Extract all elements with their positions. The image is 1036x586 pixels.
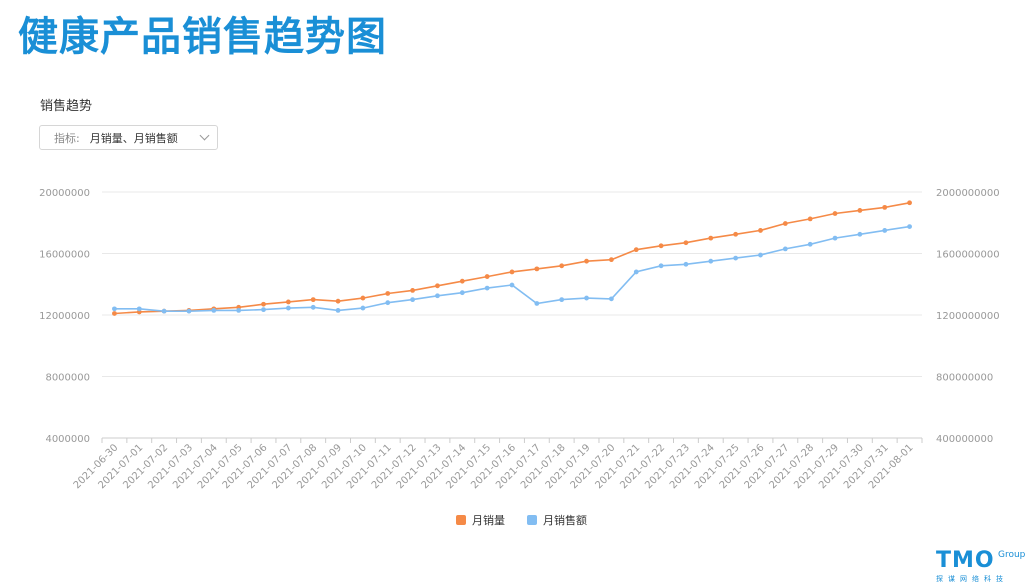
data-point-sales-volume: [633, 247, 639, 253]
data-point-sales-volume: [534, 266, 540, 272]
data-point-sales-volume: [807, 216, 813, 222]
data-point-sales-volume: [385, 291, 391, 296]
data-point-sales-volume: [608, 257, 614, 263]
sales-trend-chart: 4000000 8000000 12000000 16000000 20000000 40…: [39, 188, 1000, 491]
logo-main-text: TMO: [936, 548, 995, 573]
indicator-select[interactable]: 指标: 月销量、月销售额: [39, 125, 218, 150]
data-point-sales-volume: [112, 311, 117, 316]
data-point-sales-amount: [236, 307, 242, 313]
data-point-sales-volume: [733, 231, 739, 237]
data-point-sales-amount: [310, 304, 316, 310]
logo-group-text: Group: [998, 550, 1026, 560]
data-point-sales-amount: [608, 296, 614, 302]
y-left-tick-label: 4000000: [45, 434, 90, 445]
y-left-tick-label: 20000000: [39, 188, 90, 199]
data-point-sales-amount: [758, 252, 763, 258]
data-point-sales-volume: [758, 228, 763, 233]
data-point-sales-amount: [435, 293, 440, 299]
data-point-sales-volume: [907, 200, 912, 206]
data-point-sales-volume: [360, 295, 366, 301]
data-point-sales-volume: [584, 258, 589, 264]
data-point-sales-volume: [832, 211, 838, 216]
y-left-tick-label: 12000000: [39, 311, 90, 322]
data-point-sales-volume: [857, 208, 863, 213]
data-point-sales-amount: [385, 300, 391, 306]
y-right-tick-label: 800000000: [936, 373, 993, 384]
data-point-sales-amount: [509, 282, 515, 288]
legend-label-sales-amount: 月销售额: [543, 514, 587, 527]
data-point-sales-amount: [882, 228, 888, 233]
data-point-sales-amount: [112, 306, 117, 312]
indicator-value: 月销量、月销售额: [89, 131, 178, 145]
page-title: 健康产品销售趋势图: [18, 14, 387, 60]
data-point-sales-amount: [459, 290, 465, 296]
series-line-sales-amount: [114, 225, 910, 312]
legend-item-sales-amount[interactable]: 月销售额: [527, 512, 587, 528]
data-point-sales-amount: [161, 308, 167, 314]
series-line-sales-volume: [114, 202, 910, 315]
data-point-sales-volume: [658, 243, 664, 249]
data-point-sales-amount: [683, 261, 689, 267]
data-point-sales-volume: [882, 204, 888, 210]
data-point-sales-amount: [285, 305, 291, 311]
chart-legend: 月销量 月销售额: [456, 512, 587, 528]
data-point-sales-amount: [534, 301, 540, 306]
data-point-sales-amount: [907, 224, 912, 229]
y-right-tick-label: 1600000000: [936, 250, 1000, 261]
data-point-sales-volume: [310, 297, 316, 303]
legend-swatch-sales-volume: [456, 515, 466, 525]
data-point-sales-amount: [807, 241, 813, 247]
data-point-sales-amount: [733, 255, 739, 261]
data-point-sales-amount: [136, 306, 142, 312]
data-point-sales-amount: [708, 258, 714, 264]
legend-label-sales-volume: 月销量: [472, 514, 505, 527]
chevron-down-icon: [199, 130, 210, 141]
data-point-sales-amount: [261, 307, 266, 313]
data-point-sales-volume: [410, 288, 416, 293]
section-title: 销售趋势: [40, 99, 93, 114]
y-right-tick-label: 1200000000: [936, 311, 1000, 322]
data-point-sales-amount: [633, 269, 639, 275]
data-point-sales-amount: [360, 305, 366, 311]
data-point-sales-volume: [509, 269, 515, 275]
data-point-sales-amount: [584, 295, 589, 301]
data-point-sales-volume: [261, 301, 266, 307]
y-left-tick-label: 8000000: [45, 373, 90, 384]
legend-item-sales-volume[interactable]: 月销量: [456, 512, 505, 528]
logo-sub-text: 探谋网络科技: [936, 575, 1008, 583]
indicator-label: 指标:: [54, 131, 80, 145]
data-point-sales-amount: [484, 285, 490, 291]
data-point-sales-amount: [559, 297, 565, 303]
data-point-sales-volume: [683, 240, 689, 246]
data-point-sales-amount: [335, 307, 341, 313]
data-point-sales-amount: [211, 307, 217, 313]
y-right-tick-label: 400000000: [936, 434, 993, 445]
legend-swatch-sales-amount: [527, 515, 537, 525]
y-right-tick-label: 2000000000: [936, 188, 1000, 199]
data-point-sales-amount: [857, 231, 863, 237]
data-point-sales-volume: [484, 274, 490, 279]
y-left-tick-label: 16000000: [39, 250, 90, 261]
data-point-sales-volume: [459, 278, 465, 284]
data-point-sales-volume: [559, 263, 565, 269]
company-logo: TMO Group 探谋网络科技: [936, 548, 1028, 584]
data-point-sales-volume: [708, 235, 714, 241]
data-point-sales-volume: [285, 299, 291, 305]
data-point-sales-amount: [782, 246, 788, 252]
data-point-sales-amount: [186, 308, 192, 314]
data-point-sales-volume: [782, 221, 788, 226]
data-point-sales-amount: [832, 235, 838, 241]
data-point-sales-amount: [410, 297, 416, 303]
data-point-sales-volume: [435, 283, 440, 289]
data-point-sales-amount: [658, 263, 664, 269]
data-point-sales-volume: [335, 298, 341, 304]
